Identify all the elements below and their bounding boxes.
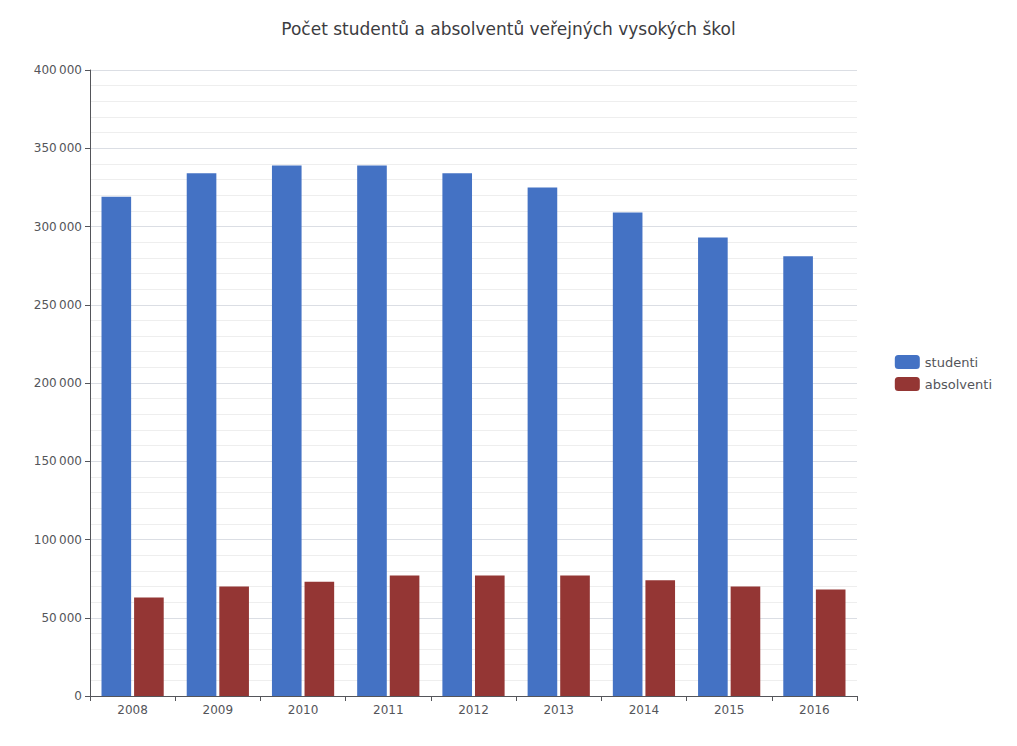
svg-text:2008: 2008 — [117, 703, 148, 717]
svg-text:2013: 2013 — [543, 703, 574, 717]
svg-text:150 000: 150 000 — [34, 454, 82, 468]
svg-text:250 000: 250 000 — [34, 298, 82, 312]
svg-text:absolventi: absolventi — [925, 377, 992, 392]
svg-text:350 000: 350 000 — [34, 141, 82, 155]
svg-text:200 000: 200 000 — [34, 376, 82, 390]
svg-text:2009: 2009 — [203, 703, 234, 717]
svg-text:50 000: 50 000 — [41, 611, 82, 625]
svg-text:100 000: 100 000 — [34, 533, 82, 547]
svg-text:400 000: 400 000 — [34, 63, 82, 77]
svg-text:2014: 2014 — [629, 703, 660, 717]
svg-text:studenti: studenti — [925, 355, 978, 370]
svg-text:300 000: 300 000 — [34, 220, 82, 234]
svg-text:2015: 2015 — [714, 703, 745, 717]
svg-text:Počet studentů a absolventů ve: Počet studentů a absolventů veřejných vy… — [281, 19, 735, 39]
svg-text:2010: 2010 — [288, 703, 319, 717]
svg-text:2016: 2016 — [799, 703, 830, 717]
svg-text:2011: 2011 — [373, 703, 404, 717]
svg-text:2012: 2012 — [458, 703, 489, 717]
svg-text:0: 0 — [74, 689, 82, 703]
